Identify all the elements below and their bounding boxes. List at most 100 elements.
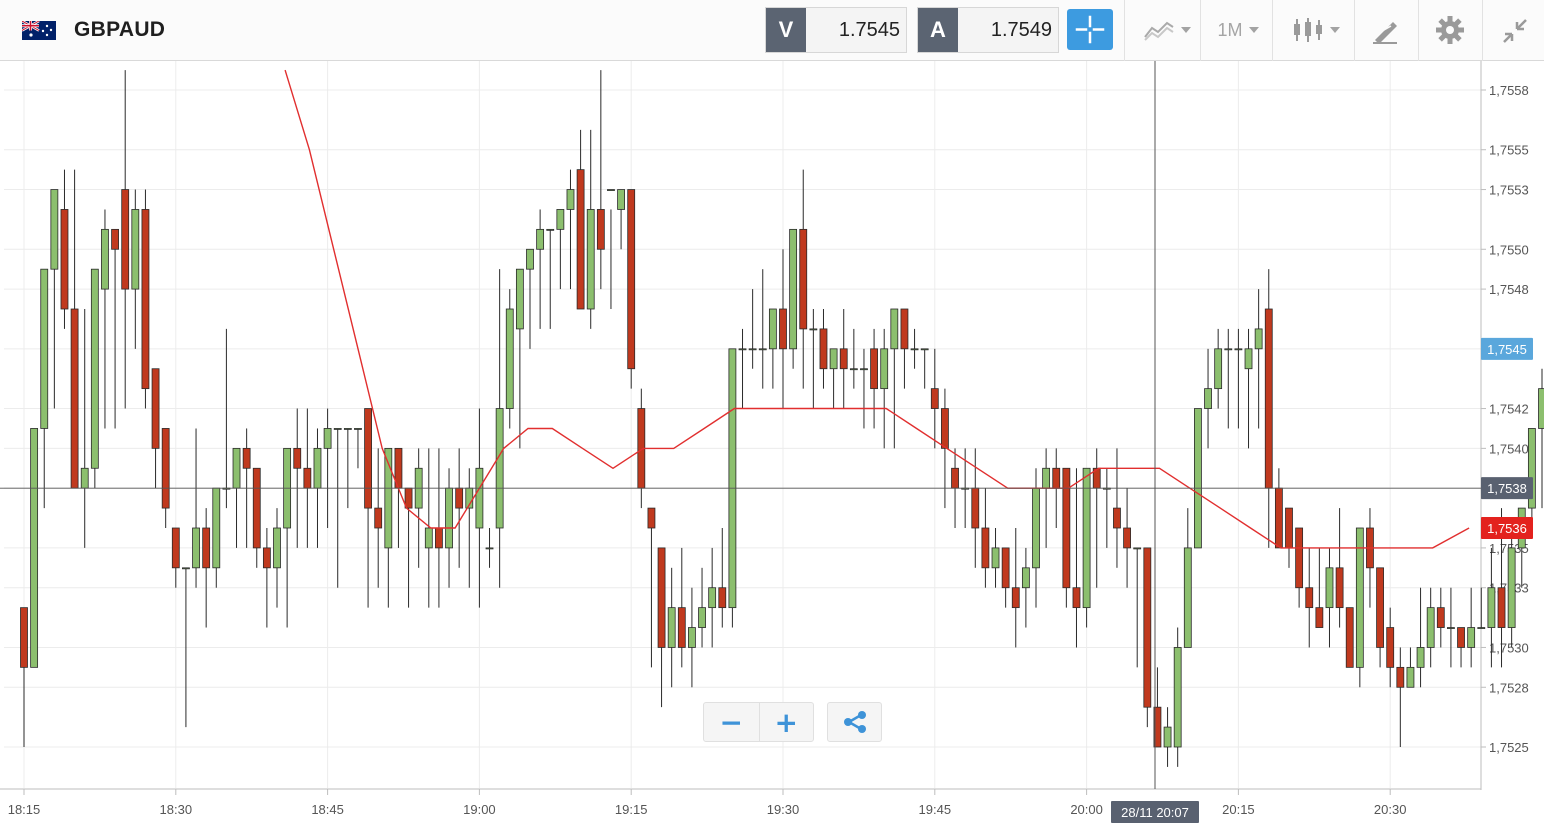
candle-bearish <box>364 408 372 509</box>
crosshair-button[interactable] <box>1067 9 1113 50</box>
candle-bullish <box>273 527 281 569</box>
share-button[interactable] <box>827 702 882 742</box>
candle-bullish <box>1477 627 1486 629</box>
candle-bullish <box>495 408 504 529</box>
candle-bearish <box>981 527 990 569</box>
y-tick-label: 1,7525 <box>1489 740 1529 755</box>
candle-bearish <box>141 209 150 390</box>
candle-bullish <box>546 228 555 231</box>
candle-bearish <box>1497 587 1506 628</box>
candle-bullish <box>556 209 565 230</box>
y-tick-label: 1,7550 <box>1489 242 1529 257</box>
candle-bearish <box>374 507 383 529</box>
ma-price-label: 1,7536 <box>1487 521 1527 536</box>
current-price-label: 1,7545 <box>1487 342 1527 357</box>
candle-bullish <box>536 228 545 250</box>
candlestick-button[interactable] <box>1286 8 1346 52</box>
candle-bullish <box>1082 467 1091 609</box>
timeframe-label: 1M <box>1217 19 1243 40</box>
sell-price: 1.7545 <box>838 18 900 41</box>
candle-bullish <box>1467 627 1476 648</box>
candle-bullish <box>1416 647 1425 668</box>
y-tick-label: 1,7558 <box>1489 83 1529 98</box>
instrument-symbol: GBPAUD <box>74 18 166 41</box>
chart-toolbar: GBPAUD V 1.7545 A 1.7549 1M <box>0 0 1544 61</box>
settings-button[interactable] <box>1432 8 1468 52</box>
candle-bullish <box>1214 348 1223 390</box>
candle-bullish <box>323 428 332 449</box>
crosshair-time-label-bg <box>1111 801 1199 823</box>
candle-bearish <box>941 408 949 449</box>
candle-bullish <box>1234 348 1243 351</box>
candle-bullish <box>101 228 109 290</box>
chart-background <box>0 61 1544 825</box>
candle-bearish <box>1305 587 1314 609</box>
candle-bullish <box>30 428 39 668</box>
candle-bullish <box>890 308 899 350</box>
y-tick-label: 1,7548 <box>1489 282 1529 297</box>
candle-bearish <box>1345 607 1354 668</box>
x-tick-label: 18:15 <box>8 802 41 817</box>
collapse-button[interactable] <box>1496 8 1532 52</box>
candle-bearish <box>151 368 160 449</box>
candle-bullish <box>80 467 89 489</box>
candle-bullish <box>617 189 625 210</box>
candle-bullish <box>1254 328 1263 350</box>
drawing-tools-button[interactable] <box>1368 8 1404 52</box>
sell-price-button[interactable]: V 1.7545 <box>765 7 907 53</box>
candle-bearish <box>1396 666 1405 688</box>
toolbar-separator <box>1124 0 1125 61</box>
candle-bearish <box>870 348 878 390</box>
candle-bullish <box>1426 607 1435 648</box>
candle-bearish <box>1072 587 1081 609</box>
candle-bullish <box>1538 388 1544 429</box>
share-icon <box>843 711 866 733</box>
candle-bullish <box>424 527 433 549</box>
candle-bullish <box>1021 567 1030 589</box>
candle-bearish <box>1274 487 1283 549</box>
candle-bullish <box>809 328 818 331</box>
candle-bearish <box>161 428 170 509</box>
candle-bearish <box>202 527 211 569</box>
candle-bearish <box>1264 308 1273 489</box>
candle-bullish <box>1032 487 1040 569</box>
y-tick-label: 1,7530 <box>1489 640 1529 655</box>
zoom-in-button[interactable]: + <box>758 703 814 741</box>
chart-type-button[interactable] <box>1138 8 1196 52</box>
candle-bearish <box>971 487 980 529</box>
candle-bearish <box>242 447 251 469</box>
candle-bearish <box>404 487 413 509</box>
candle-bearish <box>1143 547 1152 708</box>
candle-bearish <box>1011 587 1020 609</box>
crosshair-time-label: 28/11 20:07 <box>1121 805 1189 820</box>
candle-bullish <box>607 189 615 191</box>
candle-bullish <box>182 567 190 570</box>
candle-bullish <box>313 447 322 489</box>
candle-bullish <box>526 248 534 270</box>
candle-bullish <box>991 547 1000 569</box>
timeframe-dropdown[interactable]: 1M <box>1210 8 1266 52</box>
buy-price-button[interactable]: A 1.7549 <box>917 7 1059 53</box>
candle-bearish <box>627 189 636 370</box>
candle-bullish <box>192 527 200 569</box>
zoom-controls: − + <box>703 702 814 742</box>
candle-bearish <box>657 547 666 648</box>
toolbar-separator <box>1418 0 1419 61</box>
collapse-icon <box>1503 19 1527 43</box>
buy-label: A <box>918 8 958 52</box>
candle-bearish <box>435 527 443 549</box>
candle-bullish <box>40 268 49 429</box>
x-tick-label: 18:45 <box>311 802 344 817</box>
candle-bullish <box>748 348 757 351</box>
candlestick-chart[interactable]: 1,75251,75281,75301,75331,75351,75381,75… <box>0 61 1544 825</box>
crosshair-price-label: 1,7538 <box>1487 481 1527 496</box>
candle-bullish <box>1487 587 1496 628</box>
candle-bullish <box>849 368 858 371</box>
buy-price: 1.7549 <box>990 18 1052 41</box>
candle-bearish <box>20 607 28 668</box>
zoom-out-button[interactable]: − <box>719 705 743 739</box>
candle-bullish <box>505 308 514 409</box>
candle-bearish <box>596 209 605 250</box>
candle-bullish <box>354 428 362 430</box>
candle-bullish <box>758 348 767 351</box>
